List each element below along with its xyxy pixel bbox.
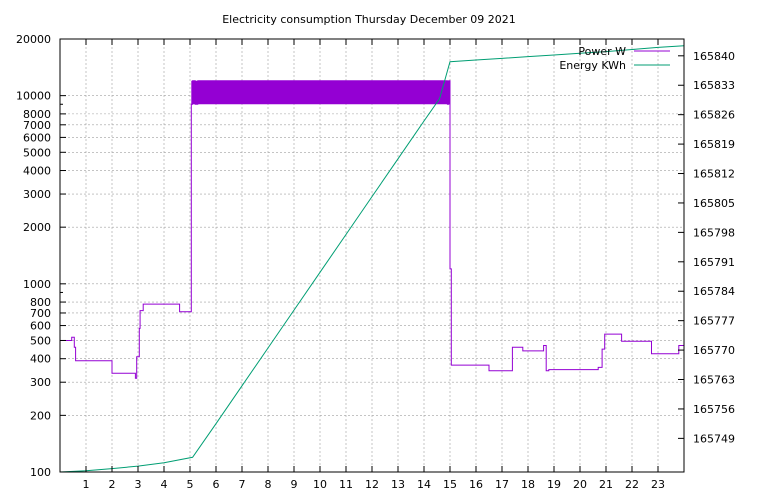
y-right-tick-label: 165756 <box>693 403 735 416</box>
series-line-power <box>60 80 684 379</box>
legend-label: Energy KWh <box>559 59 626 72</box>
x-tick-label: 15 <box>443 478 457 491</box>
y-right-tick-label: 165798 <box>693 226 735 239</box>
x-tick-label: 19 <box>547 478 561 491</box>
series <box>59 45 685 473</box>
chart-title: Electricity consumption Thursday Decembe… <box>222 13 516 26</box>
x-tick-label: 16 <box>469 478 483 491</box>
x-tick-label: 7 <box>239 478 246 491</box>
x-tick-label: 9 <box>291 478 298 491</box>
x-tick-label: 17 <box>495 478 509 491</box>
x-tick-label: 20 <box>573 478 587 491</box>
y-right-tick-label: 165840 <box>693 50 735 63</box>
y-right-tick-label: 165833 <box>693 79 735 92</box>
x-tick-label: 23 <box>651 478 665 491</box>
x-tick-label: 2 <box>109 478 116 491</box>
x-tick-label: 3 <box>135 478 142 491</box>
x-tick-label: 8 <box>265 478 272 491</box>
series-line-energy <box>59 45 685 473</box>
y-right-tick-label: 165749 <box>693 432 735 445</box>
y-left-tick-label: 10000 <box>16 90 51 103</box>
x-tick-label: 4 <box>161 478 168 491</box>
x-tick-label: 22 <box>625 478 639 491</box>
y-right-tick-label: 165777 <box>693 315 735 328</box>
y-left-tick-label: 500 <box>30 334 51 347</box>
y-left-tick-label: 300 <box>30 376 51 389</box>
y-right-tick-label: 165826 <box>693 109 735 122</box>
x-tick-label: 1 <box>83 478 90 491</box>
y-right-tick-label: 165763 <box>693 374 735 387</box>
y-right-tick-label: 165819 <box>693 138 735 151</box>
x-tick-label: 11 <box>339 478 353 491</box>
x-tick-label: 6 <box>213 478 220 491</box>
y-left-tick-label: 4000 <box>23 165 51 178</box>
x-tick-label: 10 <box>313 478 327 491</box>
y-left-tick-label: 1000 <box>23 278 51 291</box>
y-left-tick-label: 100 <box>30 466 51 479</box>
x-tick-label: 12 <box>365 478 379 491</box>
y-left-tick-label: 6000 <box>23 131 51 144</box>
x-tick-label: 21 <box>599 478 613 491</box>
y-right-tick-label: 165770 <box>693 344 735 357</box>
x-tick-label: 5 <box>187 478 194 491</box>
y-right-tick-label: 165791 <box>693 256 735 269</box>
grid <box>60 39 684 472</box>
x-tick-label: 14 <box>417 478 431 491</box>
y-left-tick-label: 5000 <box>23 146 51 159</box>
power-band <box>191 80 451 105</box>
y-right-tick-label: 165812 <box>693 168 735 181</box>
y-left-tick-label: 8000 <box>23 108 51 121</box>
y-left-tick-label: 200 <box>30 409 51 422</box>
y-right-tick-label: 165805 <box>693 197 735 210</box>
y-left-tick-label: 20000 <box>16 33 51 46</box>
legend-label: Power W <box>578 45 626 58</box>
power-band-fill <box>191 80 451 105</box>
axes: 1 2 3 4 5 6 7 8 9 10 11 12 13 14 15 16 17 18 19 20 21 22 23100… <box>16 33 735 491</box>
y-left-tick-label: 400 <box>30 353 51 366</box>
y-left-tick-label: 2000 <box>23 221 51 234</box>
y-right-tick-label: 165784 <box>693 285 735 298</box>
x-tick-label: 18 <box>521 478 535 491</box>
y-left-tick-label: 7000 <box>23 119 51 132</box>
plot-frame <box>59 38 685 473</box>
x-tick-label: 13 <box>391 478 405 491</box>
y-left-tick-label: 800 <box>30 296 51 309</box>
y-left-tick-label: 3000 <box>23 188 51 201</box>
y-left-tick-label: 600 <box>30 320 51 333</box>
y-left-tick-label: 700 <box>30 307 51 320</box>
